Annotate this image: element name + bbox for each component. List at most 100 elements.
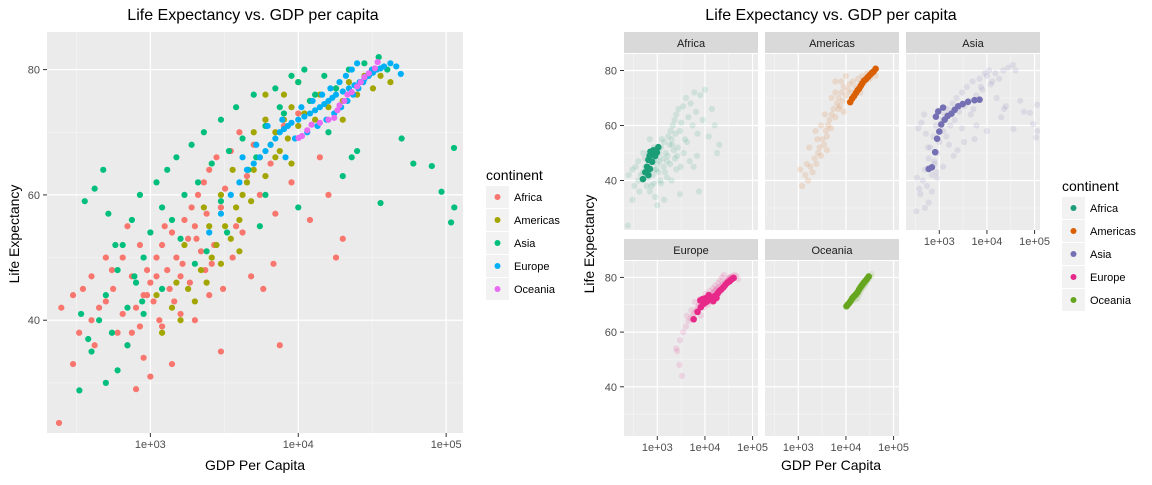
data-point bbox=[691, 298, 699, 306]
data-point bbox=[168, 304, 176, 311]
data-point-highlight bbox=[964, 98, 972, 106]
left-y-tick-label: 40 bbox=[28, 315, 40, 327]
facet-strip bbox=[765, 32, 899, 53]
data-point bbox=[110, 285, 117, 292]
data-point bbox=[676, 191, 684, 198]
data-point bbox=[958, 125, 966, 132]
data-point bbox=[114, 266, 121, 274]
data-point bbox=[185, 285, 192, 292]
data-point bbox=[221, 185, 229, 192]
data-point bbox=[236, 216, 243, 224]
data-point bbox=[832, 78, 839, 85]
data-point bbox=[967, 111, 974, 118]
left-legend-title: continent bbox=[486, 167, 543, 183]
data-point bbox=[950, 152, 957, 159]
data-point bbox=[316, 104, 323, 111]
data-point-highlight bbox=[690, 315, 697, 323]
data-point bbox=[316, 119, 323, 126]
data-point bbox=[88, 348, 95, 355]
data-point bbox=[812, 127, 819, 135]
data-point bbox=[953, 94, 960, 102]
data-point bbox=[824, 122, 832, 129]
data-point bbox=[321, 72, 328, 79]
data-point bbox=[186, 279, 193, 286]
data-point bbox=[981, 70, 988, 77]
data-point bbox=[673, 152, 681, 159]
facet-strip-label: Africa bbox=[677, 38, 706, 50]
right-legend-label: Europe bbox=[1090, 272, 1125, 284]
data-point bbox=[1012, 67, 1019, 74]
data-point bbox=[697, 92, 704, 99]
data-point bbox=[191, 223, 198, 230]
facet-strip-label: Americas bbox=[809, 38, 855, 50]
data-point bbox=[332, 85, 340, 92]
data-point bbox=[657, 180, 665, 187]
data-point bbox=[332, 91, 340, 98]
data-point bbox=[375, 53, 382, 61]
facet-strip bbox=[906, 32, 1040, 53]
data-point bbox=[814, 149, 822, 157]
left-y-axis-label: Life Expectancy bbox=[6, 185, 22, 284]
facet-strip bbox=[624, 32, 758, 53]
left-x-tick-label: 1e+05 bbox=[431, 439, 462, 451]
data-point bbox=[233, 104, 240, 111]
left-legend-label: Asia bbox=[514, 238, 536, 250]
data-point bbox=[685, 114, 692, 121]
data-point bbox=[985, 67, 993, 74]
data-point bbox=[398, 135, 405, 142]
data-point bbox=[1009, 61, 1016, 69]
data-point bbox=[147, 229, 154, 236]
data-point bbox=[354, 60, 361, 67]
data-point bbox=[319, 91, 326, 98]
data-point bbox=[915, 125, 922, 132]
data-point bbox=[1010, 125, 1017, 133]
data-point bbox=[95, 304, 103, 311]
data-point bbox=[336, 79, 343, 86]
right-legend-key bbox=[1070, 297, 1077, 303]
data-point bbox=[643, 182, 650, 190]
data-point bbox=[667, 127, 674, 135]
data-point bbox=[85, 335, 92, 343]
right-legend-title: continent bbox=[1062, 178, 1119, 194]
data-point bbox=[973, 122, 980, 129]
data-point bbox=[217, 204, 225, 211]
data-point bbox=[676, 361, 683, 369]
data-point bbox=[676, 127, 684, 135]
data-point bbox=[932, 122, 940, 129]
data-point bbox=[173, 254, 180, 261]
data-point-highlight bbox=[705, 291, 713, 299]
data-point bbox=[672, 130, 679, 137]
data-point bbox=[203, 279, 210, 286]
facet-x-tick-label: 1e+04 bbox=[830, 442, 861, 454]
data-point bbox=[177, 317, 184, 324]
data-point bbox=[225, 147, 233, 155]
data-point bbox=[188, 204, 195, 211]
data-point bbox=[114, 367, 121, 374]
left-legend-key bbox=[494, 286, 501, 292]
right-legend-label: Oceania bbox=[1090, 295, 1132, 307]
data-point bbox=[308, 121, 315, 128]
facet-x-tick-label: 1e+05 bbox=[878, 442, 909, 454]
data-point bbox=[158, 204, 166, 211]
data-point bbox=[365, 70, 372, 77]
data-point bbox=[663, 158, 671, 165]
data-point bbox=[206, 223, 213, 230]
data-point bbox=[55, 419, 63, 427]
data-point bbox=[288, 160, 295, 167]
data-point bbox=[712, 282, 719, 289]
data-point bbox=[206, 166, 213, 173]
data-point bbox=[816, 144, 823, 151]
data-point bbox=[675, 105, 682, 113]
right-legend-key bbox=[1070, 228, 1077, 234]
data-point bbox=[332, 254, 340, 261]
data-point bbox=[822, 127, 830, 135]
left-legend-key bbox=[494, 194, 501, 200]
facet-x-tick-label: 1e+04 bbox=[971, 236, 1002, 248]
left-legend: continent Africa Americas Asia Europe Oceani… bbox=[486, 167, 560, 300]
data-point bbox=[161, 223, 168, 230]
data-point bbox=[854, 75, 862, 82]
data-point bbox=[629, 166, 636, 173]
data-point bbox=[357, 79, 364, 86]
data-point bbox=[668, 177, 675, 184]
